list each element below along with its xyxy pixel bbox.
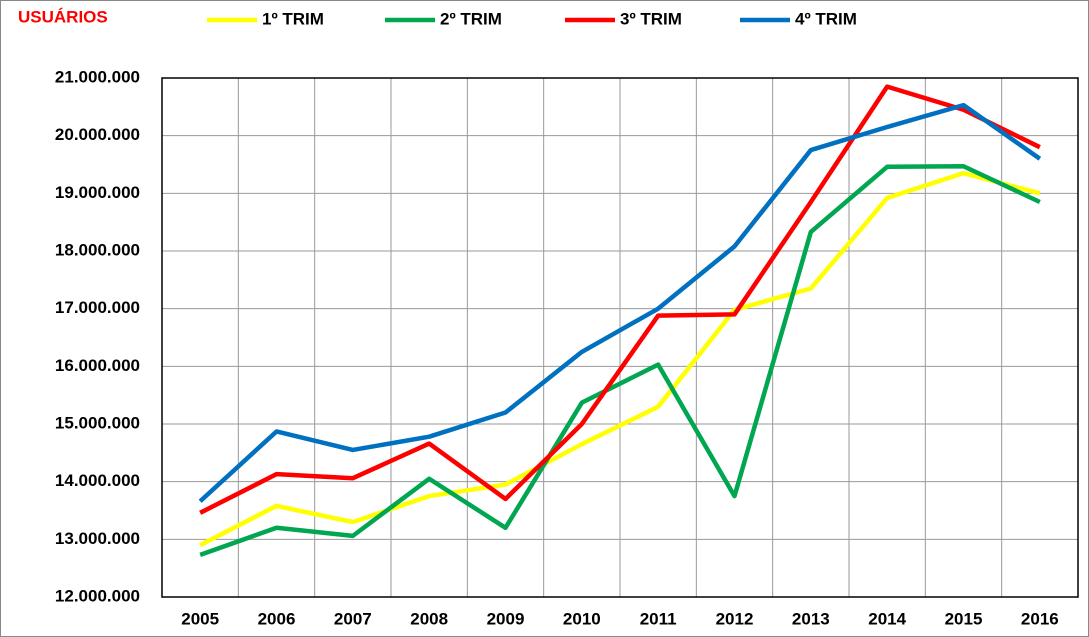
x-tick-label: 2015 [945,609,983,628]
x-tick-label: 2011 [640,609,677,628]
y-tick-label: 18.000.000 [55,240,140,259]
y-tick-label: 14.000.000 [55,471,140,490]
legend-label: 1º TRIM [262,9,324,28]
series-line [199,84,1041,515]
y-tick-label: 12.000.000 [55,586,140,605]
x-tick-label: 2005 [181,609,219,628]
x-tick-label: 2016 [1021,609,1059,628]
y-tick-label: 17.000.000 [55,298,140,317]
y-tick-label: 19.000.000 [55,183,140,202]
legend-label: 2º TRIM [440,9,502,28]
y-tick-label: 20.000.000 [55,125,140,144]
y-tick-label: 13.000.000 [55,529,140,548]
legend-label: 4º TRIM [795,9,857,28]
x-tick-label: 2013 [792,609,830,628]
grid [161,77,1079,598]
chart-title: USUÁRIOS [18,7,108,26]
series-line [199,170,1041,548]
y-tick-label: 21.000.000 [55,67,140,86]
x-tick-label: 2006 [258,609,296,628]
plot-border [161,77,1079,598]
lines [198,84,1042,558]
x-tick-label: 2014 [868,609,906,628]
x-tick-label: 2012 [716,609,754,628]
legend-label: 3º TRIM [620,9,682,28]
series-line [198,102,1042,503]
y-tick-label: 15.000.000 [55,413,140,432]
x-tick-label: 2008 [410,609,448,628]
x-tick-label: 2010 [563,609,601,628]
x-tick-label: 2007 [334,609,372,628]
y-tick-label: 16.000.000 [55,356,140,375]
series-line [199,163,1041,558]
x-tick-label: 2009 [487,609,525,628]
